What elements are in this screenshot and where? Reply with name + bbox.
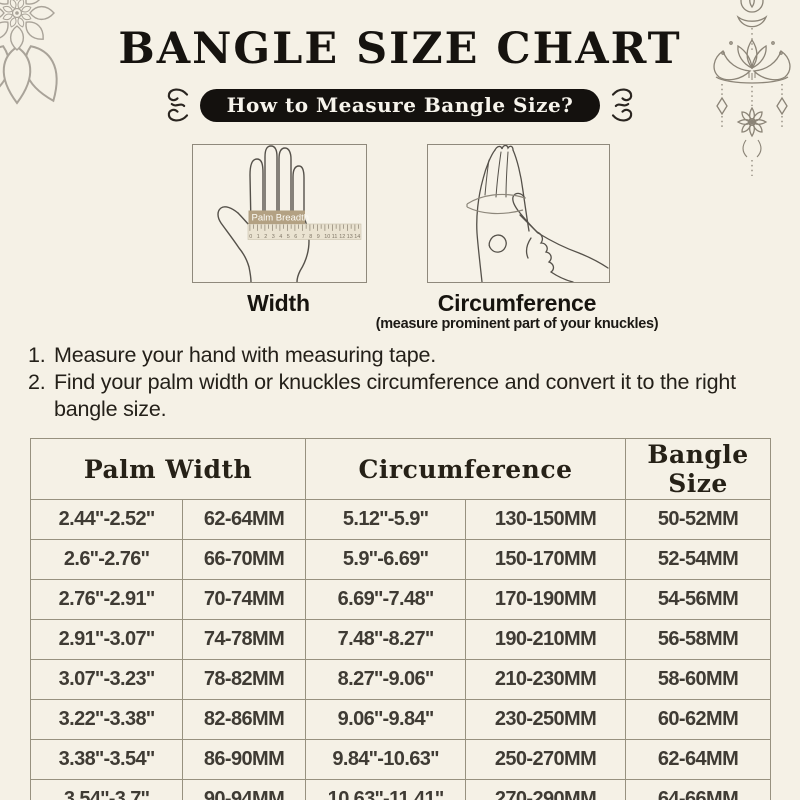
circumference-caption: Circumference (437, 290, 597, 316)
width-caption: Width (247, 290, 310, 316)
ruler-tape: 0 1 2 3 4 5 6 7 8 9 10 11 12 13 14 (247, 223, 362, 240)
table-header-cell: Circumference (305, 438, 627, 500)
tape-loop (466, 193, 526, 215)
table-cell: 150-170MM (465, 539, 627, 580)
table-cell: 3.38''-3.54'' (30, 739, 183, 780)
svg-text:0: 0 (249, 234, 252, 240)
table-row: 2.91''-3.07'' 74-78MM 7.48''-8.27'' 190-210… (30, 619, 772, 660)
table-cell: 130-150MM (465, 499, 627, 540)
table-row: 3.54''-3.7'' 90-94MM 10.63''-11.41'' 270-29… (30, 779, 772, 800)
mandala-decoration (0, 0, 58, 105)
circumference-note: (measure prominent part of your knuckles… (375, 316, 659, 332)
table-cell: 190-210MM (465, 619, 627, 660)
svg-text:2: 2 (264, 234, 267, 240)
table-cell: 60-62MM (625, 699, 772, 740)
table-cell: 10.63''-11.41'' (305, 779, 467, 800)
table-cell: 2.44''-2.52'' (30, 499, 183, 540)
svg-text:10: 10 (324, 234, 330, 240)
table-cell: 2.6''-2.76'' (30, 539, 183, 580)
circumference-illustration (427, 144, 610, 283)
table-cell: 62-64MM (625, 739, 772, 780)
ruler-numbers: 0 1 2 3 4 5 6 7 8 9 10 11 12 13 14 (249, 234, 360, 240)
lotus-ornament-decoration (713, 0, 791, 176)
svg-text:Palm Breadth: Palm Breadth (252, 213, 310, 224)
instruction-number: 1. (28, 343, 46, 367)
size-table-body: 2.44''-2.52'' 62-64MM 5.12''-5.9'' 130-150M… (30, 499, 772, 800)
open-hand-line-art (217, 145, 310, 282)
svg-text:13: 13 (347, 234, 353, 240)
table-cell: 52-54MM (625, 539, 772, 580)
tape-label: Palm Breadth (248, 210, 310, 224)
instruction-text: Find your palm width or knuckles circumf… (54, 370, 736, 421)
svg-text:1: 1 (257, 234, 260, 240)
svg-text:9: 9 (317, 234, 320, 240)
table-cell: 8.27''-9.06'' (305, 659, 467, 700)
flourish-left-icon (167, 88, 188, 122)
table-cell: 56-58MM (625, 619, 772, 660)
table-cell: 6.69''-7.48'' (305, 579, 467, 620)
table-cell: 70-74MM (181, 579, 307, 620)
svg-text:8: 8 (309, 234, 312, 240)
instruction-item: 2. Find your palm width or knuckles circ… (28, 369, 776, 423)
svg-text:12: 12 (339, 234, 345, 240)
badge-row: How to Measure Bangle Size? (0, 86, 800, 124)
table-cell: 78-82MM (181, 659, 307, 700)
table-row: 2.44''-2.52'' 62-64MM 5.12''-5.9'' 130-150M… (30, 499, 772, 540)
table-cell: 74-78MM (181, 619, 307, 660)
table-cell: 3.07''-3.23'' (30, 659, 183, 700)
table-cell: 90-94MM (181, 779, 307, 800)
svg-text:5: 5 (287, 234, 290, 240)
table-header-cell: Bangle Size (625, 438, 772, 500)
table-row: 3.07''-3.23'' 78-82MM 8.27''-9.06'' 210-230… (30, 659, 772, 700)
table-cell: 2.91''-3.07'' (30, 619, 183, 660)
table-cell: 2.76''-2.91'' (30, 579, 183, 620)
table-cell: 58-60MM (625, 659, 772, 700)
table-cell: 7.48''-8.27'' (305, 619, 467, 660)
table-cell: 3.54''-3.7'' (30, 779, 183, 800)
table-cell: 82-86MM (181, 699, 307, 740)
size-table: Palm Width Circumference Bangle Size 2.44'… (29, 438, 772, 800)
table-cell: 50-52MM (625, 499, 772, 540)
svg-text:11: 11 (332, 234, 338, 240)
table-cell: 86-90MM (181, 739, 307, 780)
table-cell: 9.84''-10.63'' (305, 739, 467, 780)
svg-text:4: 4 (279, 234, 282, 240)
table-row: 3.22''-3.38'' 82-86MM 9.06''-9.84'' 230-250… (30, 699, 772, 740)
flourish-right-icon (612, 88, 633, 122)
instruction-text: Measure your hand with measuring tape. (54, 343, 437, 367)
table-cell: 170-190MM (465, 579, 627, 620)
knuckle-measure-line-art (476, 145, 609, 282)
table-cell: 62-64MM (181, 499, 307, 540)
table-cell: 3.22''-3.38'' (30, 699, 183, 740)
table-row: 3.38''-3.54'' 86-90MM 9.84''-10.63'' 250-27… (30, 739, 772, 780)
instruction-item: 1. Measure your hand with measuring tape… (28, 342, 776, 369)
table-header-row: Palm Width Circumference Bangle Size (29, 438, 772, 500)
table-cell: 250-270MM (465, 739, 627, 780)
table-cell: 64-66MM (625, 779, 772, 800)
table-header-cell: Palm Width (29, 438, 307, 500)
size-table-head: Palm Width Circumference Bangle Size (29, 438, 772, 500)
table-cell: 210-230MM (465, 659, 627, 700)
svg-text:14: 14 (354, 234, 360, 240)
table-cell: 66-70MM (181, 539, 307, 580)
svg-text:3: 3 (272, 234, 275, 240)
table-cell: 54-56MM (625, 579, 772, 620)
palm-width-illustration: 0 1 2 3 4 5 6 7 8 9 10 11 12 13 14 Palm Breadth (192, 144, 367, 283)
svg-text:7: 7 (302, 234, 305, 240)
how-to-measure-badge: How to Measure Bangle Size? (199, 88, 601, 122)
table-cell: 5.9''-6.69'' (305, 539, 467, 580)
table-cell: 9.06''-9.84'' (305, 699, 467, 740)
instructions-list: 1. Measure your hand with measuring tape… (28, 342, 776, 423)
table-cell: 5.12''-5.9'' (305, 499, 467, 540)
svg-text:6: 6 (294, 234, 297, 240)
table-row: 2.6''-2.76'' 66-70MM 5.9''-6.69'' 150-170MM… (30, 539, 772, 580)
table-row: 2.76''-2.91'' 70-74MM 6.69''-7.48'' 170-190… (30, 579, 772, 620)
page-title: BANGLE SIZE CHART (118, 24, 682, 74)
table-cell: 270-290MM (465, 779, 627, 800)
table-cell: 230-250MM (465, 699, 627, 740)
instruction-number: 2. (28, 370, 46, 394)
